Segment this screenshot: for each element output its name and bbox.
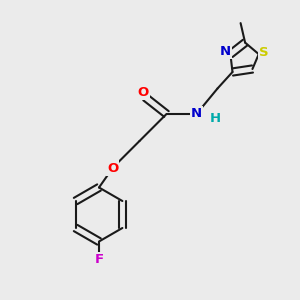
Text: F: F [94, 253, 103, 266]
Text: N: N [191, 107, 202, 121]
Text: O: O [137, 85, 149, 99]
Text: N: N [219, 45, 231, 58]
Text: O: O [107, 161, 118, 175]
Text: S: S [259, 46, 269, 59]
Text: H: H [209, 112, 221, 125]
